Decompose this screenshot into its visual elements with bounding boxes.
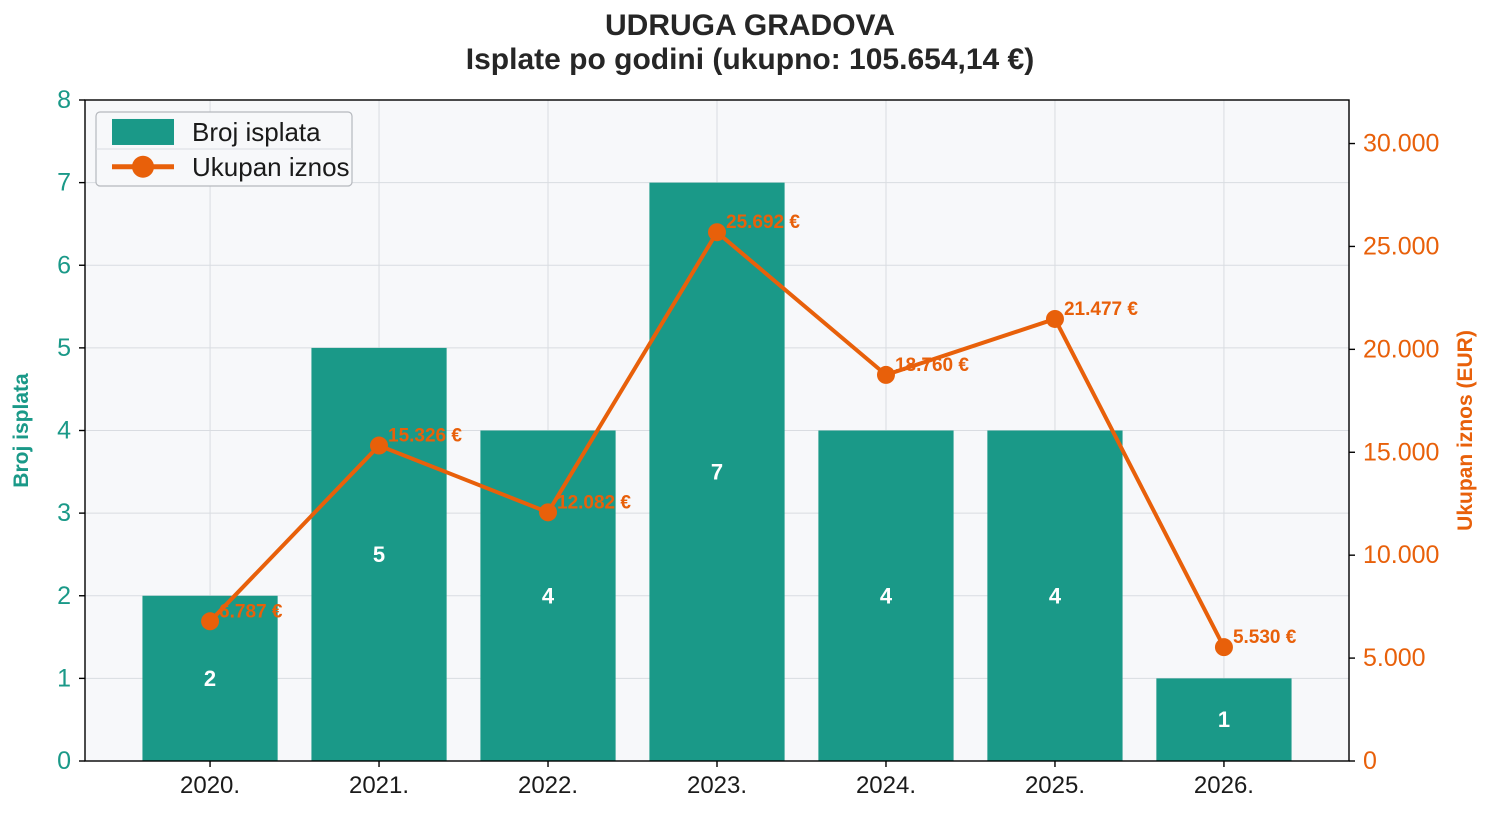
svg-text:7: 7 (711, 459, 723, 484)
svg-text:21.477 €: 21.477 € (1064, 299, 1138, 320)
svg-text:30.000: 30.000 (1363, 130, 1439, 158)
svg-text:5: 5 (373, 542, 385, 567)
svg-text:15.326 €: 15.326 € (388, 426, 462, 447)
svg-text:Ukupan iznos: Ukupan iznos (192, 152, 350, 182)
svg-text:4: 4 (880, 583, 893, 608)
svg-text:2023.: 2023. (687, 772, 747, 799)
svg-text:2021.: 2021. (349, 772, 409, 799)
svg-text:7: 7 (57, 169, 71, 197)
svg-text:1: 1 (1218, 707, 1230, 732)
svg-text:3: 3 (57, 499, 71, 527)
svg-text:8: 8 (57, 86, 71, 114)
svg-text:5: 5 (57, 334, 71, 362)
svg-text:10.000: 10.000 (1363, 541, 1439, 569)
svg-text:6.787 €: 6.787 € (219, 601, 283, 622)
svg-text:UDRUGA GRADOVA: UDRUGA GRADOVA (605, 9, 895, 42)
svg-text:20.000: 20.000 (1363, 335, 1439, 363)
svg-text:4: 4 (542, 583, 555, 608)
svg-text:2020.: 2020. (180, 772, 240, 799)
svg-text:4: 4 (57, 417, 71, 445)
svg-text:2024.: 2024. (856, 772, 916, 799)
svg-text:5.000: 5.000 (1363, 644, 1426, 672)
svg-text:6: 6 (57, 251, 71, 279)
svg-text:25.000: 25.000 (1363, 232, 1439, 260)
svg-text:15.000: 15.000 (1363, 438, 1439, 466)
svg-text:Broj isplata: Broj isplata (10, 373, 33, 488)
svg-text:Broj isplata: Broj isplata (192, 117, 321, 147)
svg-text:18.760 €: 18.760 € (895, 355, 969, 376)
svg-text:2: 2 (57, 582, 71, 610)
svg-text:0: 0 (57, 747, 71, 775)
svg-text:Isplate po godini (ukupno: 105: Isplate po godini (ukupno: 105.654,14 €) (466, 43, 1034, 76)
svg-text:4: 4 (1049, 583, 1062, 608)
svg-text:5.530 €: 5.530 € (1233, 627, 1297, 648)
svg-text:2026.: 2026. (1194, 772, 1254, 799)
svg-text:2022.: 2022. (518, 772, 578, 799)
svg-text:Ukupan iznos (EUR): Ukupan iznos (EUR) (1454, 330, 1477, 531)
svg-text:0: 0 (1363, 747, 1377, 775)
svg-text:2025.: 2025. (1025, 772, 1085, 799)
svg-text:1: 1 (57, 664, 71, 692)
svg-text:12.082 €: 12.082 € (557, 492, 631, 513)
svg-text:2: 2 (204, 666, 216, 691)
svg-text:25.692 €: 25.692 € (726, 212, 800, 233)
